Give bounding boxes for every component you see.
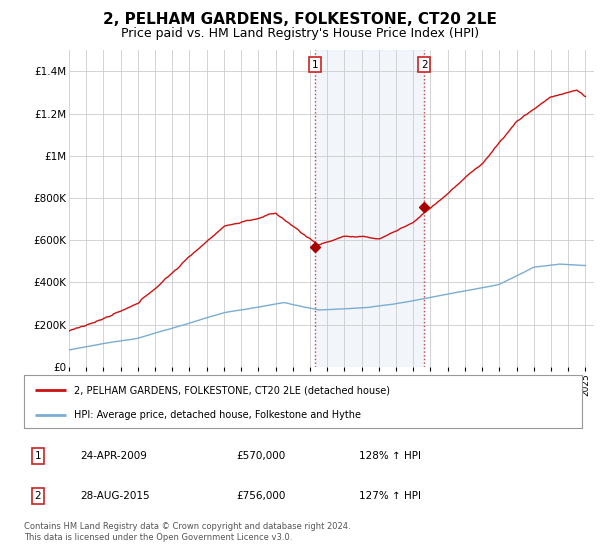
Text: 2: 2 xyxy=(35,491,41,501)
Text: HPI: Average price, detached house, Folkestone and Hythe: HPI: Average price, detached house, Folk… xyxy=(74,410,361,420)
Text: 2, PELHAM GARDENS, FOLKESTONE, CT20 2LE: 2, PELHAM GARDENS, FOLKESTONE, CT20 2LE xyxy=(103,12,497,27)
Bar xyxy=(315,50,424,367)
Text: 24-APR-2009: 24-APR-2009 xyxy=(80,451,146,461)
Text: 1: 1 xyxy=(35,451,41,461)
Text: 2: 2 xyxy=(421,59,427,69)
Text: This data is licensed under the Open Government Licence v3.0.: This data is licensed under the Open Gov… xyxy=(24,533,292,542)
Text: 2, PELHAM GARDENS, FOLKESTONE, CT20 2LE (detached house): 2, PELHAM GARDENS, FOLKESTONE, CT20 2LE … xyxy=(74,385,390,395)
Text: 28-AUG-2015: 28-AUG-2015 xyxy=(80,491,149,501)
Text: £756,000: £756,000 xyxy=(236,491,286,501)
Text: 127% ↑ HPI: 127% ↑ HPI xyxy=(359,491,421,501)
Text: 1: 1 xyxy=(311,59,318,69)
Text: 128% ↑ HPI: 128% ↑ HPI xyxy=(359,451,421,461)
Text: Contains HM Land Registry data © Crown copyright and database right 2024.: Contains HM Land Registry data © Crown c… xyxy=(24,522,350,531)
Text: £570,000: £570,000 xyxy=(236,451,285,461)
Text: Price paid vs. HM Land Registry's House Price Index (HPI): Price paid vs. HM Land Registry's House … xyxy=(121,27,479,40)
